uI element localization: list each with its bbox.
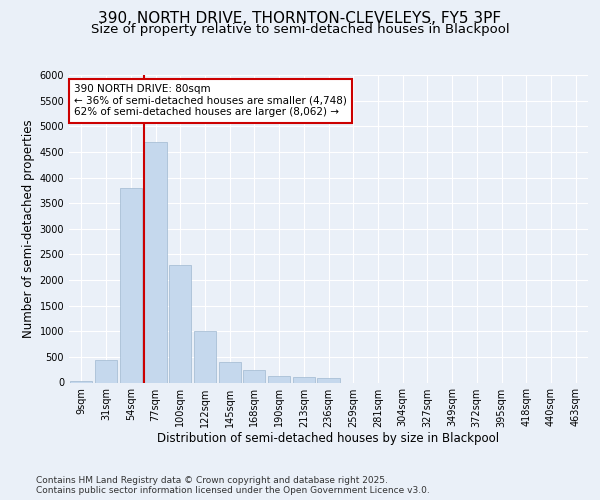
Bar: [293, 378, 315, 382]
Y-axis label: Number of semi-detached properties: Number of semi-detached properties: [22, 120, 35, 338]
Bar: [119, 188, 142, 382]
Bar: [218, 362, 241, 382]
Text: Size of property relative to semi-detached houses in Blackpool: Size of property relative to semi-detach…: [91, 22, 509, 36]
Text: 390, NORTH DRIVE, THORNTON-CLEVELEYS, FY5 3PF: 390, NORTH DRIVE, THORNTON-CLEVELEYS, FY…: [98, 11, 502, 26]
Bar: [145, 142, 167, 382]
Bar: [268, 376, 290, 382]
Bar: [317, 378, 340, 382]
Bar: [95, 360, 117, 382]
Bar: [70, 381, 92, 382]
Bar: [194, 331, 216, 382]
Text: Contains HM Land Registry data © Crown copyright and database right 2025.
Contai: Contains HM Land Registry data © Crown c…: [36, 476, 430, 495]
Bar: [243, 370, 265, 382]
Text: 390 NORTH DRIVE: 80sqm
← 36% of semi-detached houses are smaller (4,748)
62% of : 390 NORTH DRIVE: 80sqm ← 36% of semi-det…: [74, 84, 347, 117]
Bar: [169, 264, 191, 382]
X-axis label: Distribution of semi-detached houses by size in Blackpool: Distribution of semi-detached houses by …: [157, 432, 500, 446]
